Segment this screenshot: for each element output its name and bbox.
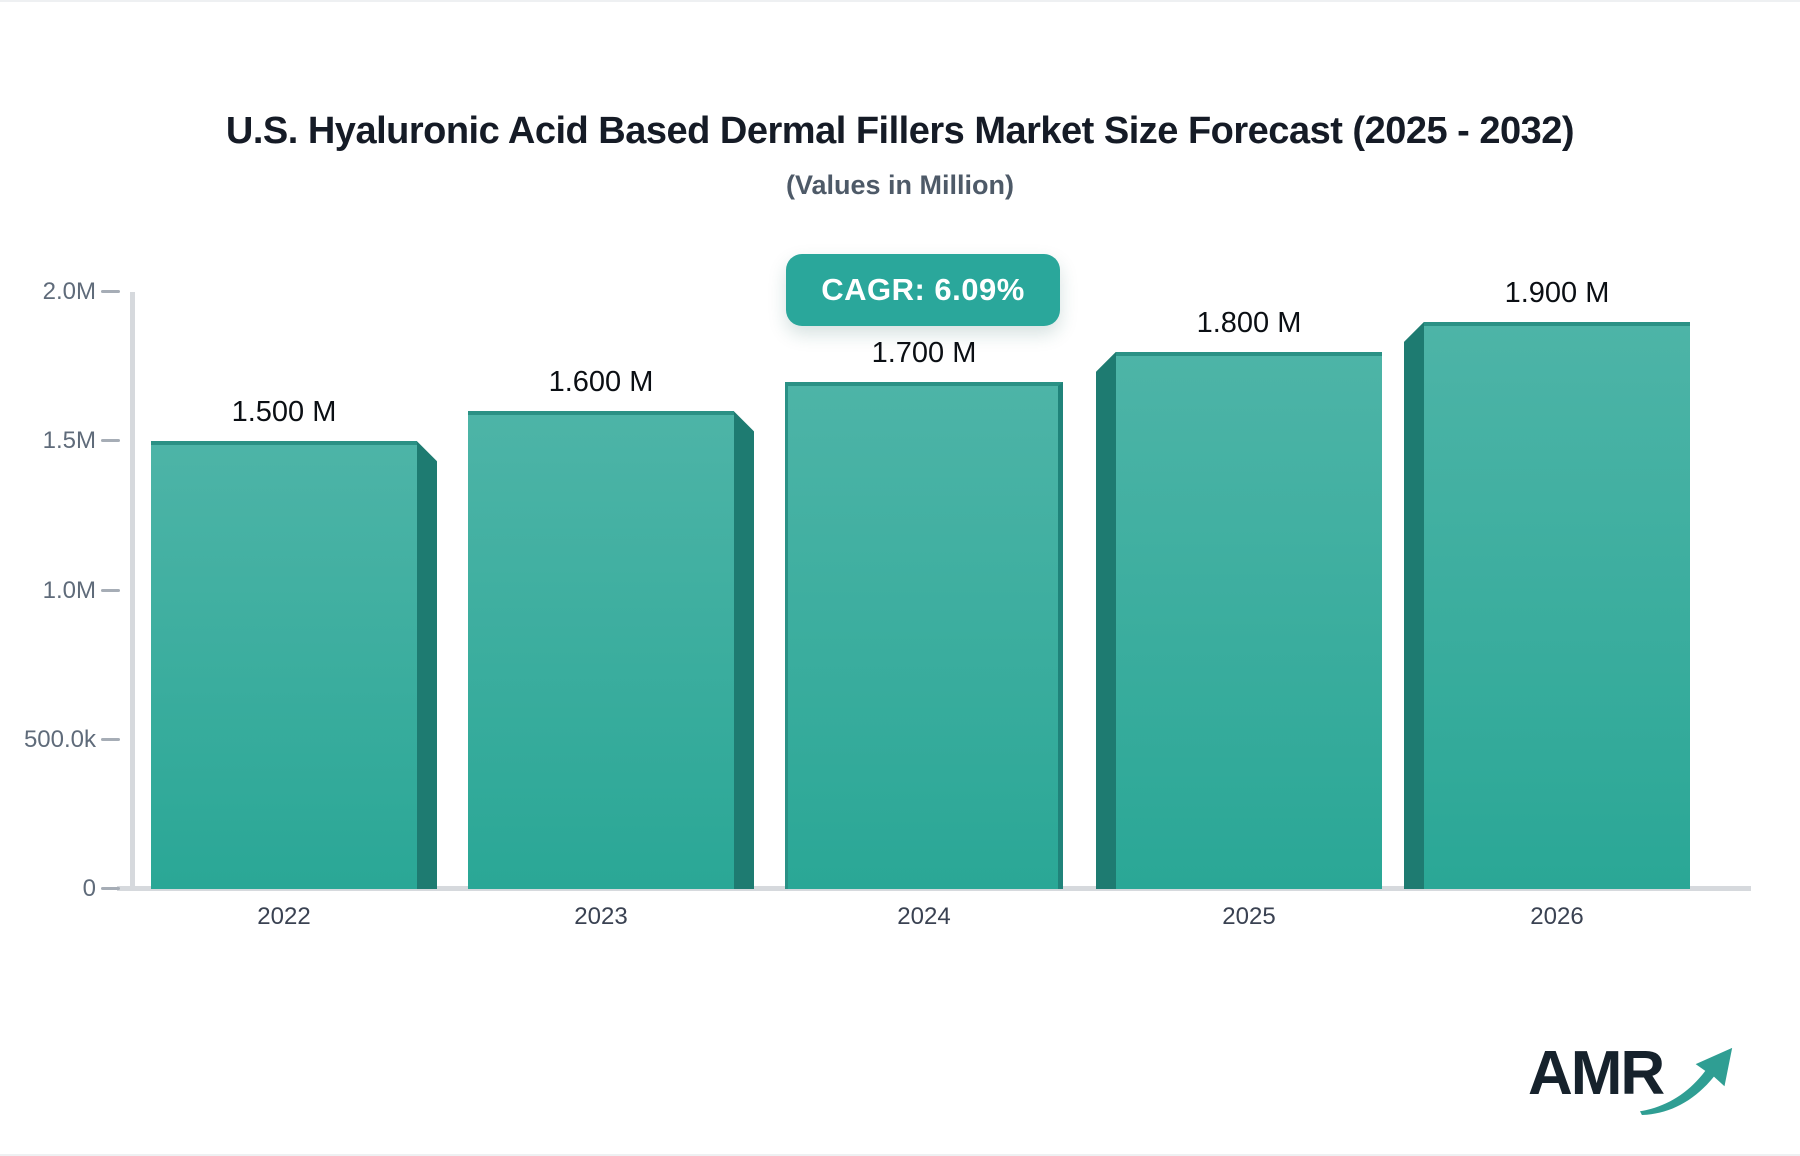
amr-logo-text: AMR xyxy=(1528,1039,1665,1108)
bar-2026 xyxy=(1404,321,1690,889)
bar-2022 xyxy=(151,441,437,889)
bar-side-face xyxy=(417,441,437,889)
chart-title: U.S. Hyaluronic Acid Based Dermal Filler… xyxy=(225,110,1575,152)
y-axis-tick-label: 2.0M xyxy=(42,278,96,305)
x-axis-label: 2025 xyxy=(1222,903,1276,930)
y-axis-tick-label: 0 xyxy=(82,875,96,902)
bar-face xyxy=(1116,351,1382,889)
amr-logo: AMR xyxy=(1528,1038,1733,1118)
y-axis-tick-label: 1.0M xyxy=(42,576,96,604)
y-axis-tick xyxy=(101,737,120,741)
y-axis-tick xyxy=(101,439,120,443)
bar-value-label: 1.900 M xyxy=(1504,276,1610,309)
x-axis-label: 2023 xyxy=(574,903,628,930)
cagr-badge: CAGR: 6.09% xyxy=(786,254,1060,326)
y-axis-line xyxy=(130,292,135,889)
bar-side-face xyxy=(1404,321,1424,889)
y-axis-tick-label: 1.5M xyxy=(42,427,96,455)
y-axis-tick-label: 500.0k xyxy=(23,725,96,753)
bar-value-label: 1.700 M xyxy=(871,336,977,369)
x-axis-label: 2022 xyxy=(257,903,311,930)
y-axis-tick xyxy=(101,588,120,592)
bar-2025 xyxy=(1096,351,1382,889)
growth-arrow-icon xyxy=(1640,1047,1733,1116)
bar-side-face xyxy=(734,411,754,889)
x-axis-label: 2026 xyxy=(1530,903,1584,930)
bar-face xyxy=(468,411,734,889)
x-axis-label: 2024 xyxy=(897,903,951,930)
bar-2024 xyxy=(785,381,1063,889)
bar-value-label: 1.800 M xyxy=(1196,306,1302,339)
chart-subtitle: (Values in Million) xyxy=(785,170,1015,200)
y-axis-tick xyxy=(101,290,120,293)
bar-value-label: 1.600 M xyxy=(548,366,654,399)
bar-face xyxy=(785,381,1063,889)
bar-side-face xyxy=(1096,351,1116,889)
bar-face xyxy=(151,441,417,889)
y-axis-tick xyxy=(101,887,120,890)
bar-2023 xyxy=(468,411,754,889)
bar-value-label: 1.500 M xyxy=(231,396,337,429)
bar-face xyxy=(1424,321,1690,889)
